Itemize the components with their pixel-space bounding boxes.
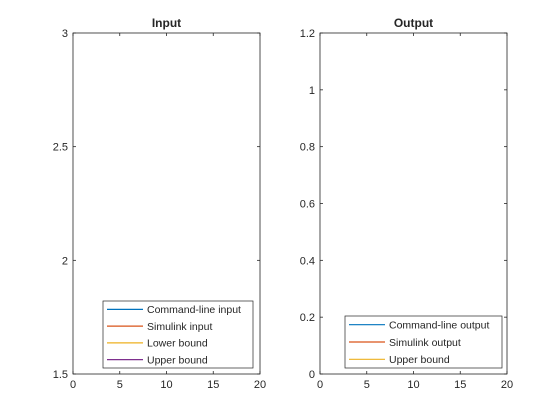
input-legend-label-command-line-input: Command-line input [147,304,241,316]
output-legend[interactable]: Command-line output Simulink output Upper … [344,315,503,369]
input-x-tick-label: 20 [254,379,266,391]
output-x-tick-label: 10 [407,379,419,391]
input-chart-title: Input [152,16,181,30]
output-y-tick-label: 1 [309,85,315,97]
input-legend-label-upper-bound: Upper bound [147,354,208,366]
output-y-tick-label: 0.4 [300,255,315,267]
output-plot: 0 5 10 15 20 0 0.2 0.4 0.6 0.8 1 1.2 Output Command-l… [300,16,513,391]
output-y-tick-label: 0.8 [300,142,315,154]
input-y-tick-label: 2.5 [53,142,68,154]
input-x-tick-label: 0 [70,379,76,391]
output-x-tick-label: 15 [454,379,466,391]
input-legend-box [102,300,254,369]
output-legend-label-upper-bound: Upper bound [389,354,450,366]
output-legend-label-command-line-output: Command-line output [389,319,489,331]
output-legend-label-simulink-output: Simulink output [389,337,461,349]
input-y-tick-label: 2 [62,255,68,267]
output-x-tick-label: 20 [501,379,513,391]
input-y-tick-label: 1.5 [53,369,68,381]
input-plot: 0 5 10 15 20 1.5 2 2.5 3 Input Command-line input S… [53,16,266,391]
input-legend-label-lower-bound: Lower bound [147,338,208,350]
output-x-tick-label: 0 [317,379,323,391]
output-y-tick-label: 0 [309,369,315,381]
input-x-tick-label: 10 [160,379,172,391]
output-y-tick-label: 0.2 [300,312,315,324]
output-y-tick-label: 0.6 [300,199,315,211]
input-legend[interactable]: Command-line input Simulink input Lower bo… [102,300,254,369]
input-x-tick-label: 5 [117,379,123,391]
input-x-tick-label: 15 [207,379,219,391]
output-chart-title: Output [394,16,433,30]
input-y-tick-label: 3 [62,28,68,40]
output-y-tick-label: 1.2 [300,28,315,40]
output-x-tick-label: 5 [364,379,370,391]
input-legend-label-simulink-input: Simulink input [147,321,212,333]
